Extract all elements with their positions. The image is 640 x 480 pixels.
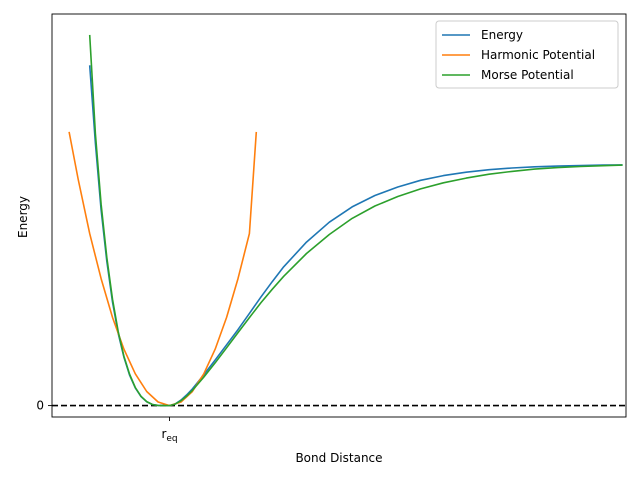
plot-frame	[51, 13, 627, 418]
series-line-1	[68, 131, 258, 407]
y-axis-label: Energy	[16, 196, 30, 238]
legend: Energy Harmonic Potential Morse Potential	[435, 20, 619, 89]
y-tick-label-0: 0	[36, 399, 44, 413]
legend-label-2: Morse Potential	[481, 68, 574, 82]
legend-label-0: Energy	[481, 28, 523, 42]
x-axis-label: Bond Distance	[295, 451, 382, 465]
series-line-2	[88, 34, 623, 407]
legend-box	[435, 20, 619, 89]
series-layer	[68, 34, 623, 407]
legend-label-1: Harmonic Potential	[481, 48, 595, 62]
